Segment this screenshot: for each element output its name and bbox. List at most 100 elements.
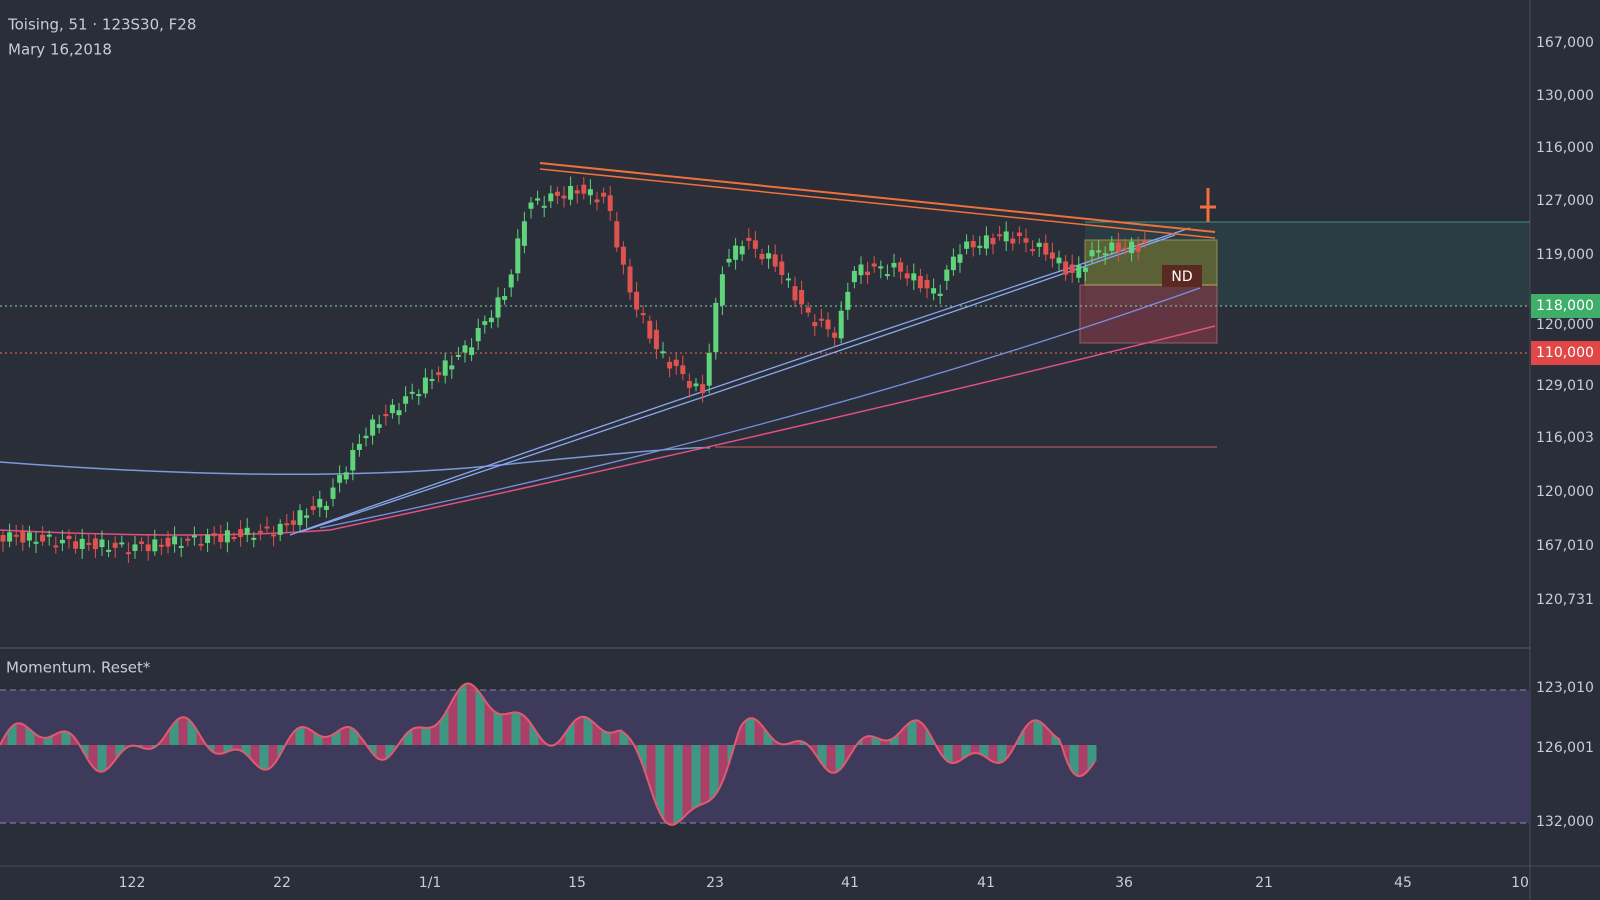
- candle-body: [79, 538, 85, 549]
- candle-body: [832, 332, 838, 338]
- price-label: 120,000: [1536, 317, 1594, 333]
- candle-body: [535, 198, 541, 201]
- time-label: 36: [1115, 875, 1133, 891]
- candle-body: [284, 523, 290, 526]
- candle-body: [911, 273, 917, 281]
- candle-body: [891, 262, 897, 268]
- candle-body: [1109, 242, 1115, 251]
- candle-body: [59, 539, 65, 544]
- price-label: 120,000: [1536, 484, 1594, 500]
- candle-body: [205, 534, 211, 543]
- candle-body: [139, 541, 145, 544]
- time-label: 21: [1255, 875, 1273, 891]
- price-label: 167,010: [1536, 538, 1594, 554]
- candle-body: [1089, 250, 1095, 257]
- candle-body: [53, 545, 59, 548]
- candle-body: [469, 347, 475, 355]
- candle-body: [713, 302, 719, 353]
- candle-body: [389, 404, 395, 414]
- candle-body: [310, 506, 316, 510]
- badge-bg: [1162, 265, 1202, 287]
- candle-body: [442, 360, 448, 376]
- indicator-axis-label: 126,001: [1536, 740, 1594, 756]
- candle-body: [1115, 242, 1121, 252]
- candle-body: [145, 544, 151, 552]
- candle-body: [990, 237, 996, 245]
- candle-body: [957, 254, 963, 263]
- candle-body: [733, 245, 739, 260]
- candle-body: [7, 532, 13, 542]
- candle-body: [165, 537, 171, 547]
- time-label: 45: [1394, 875, 1412, 891]
- candle-body: [785, 278, 791, 281]
- candle-body: [799, 290, 805, 305]
- candle-body: [198, 543, 204, 546]
- candle-body: [40, 534, 46, 542]
- price-label: 127,000: [1536, 193, 1594, 209]
- candle-body: [871, 263, 877, 267]
- candle-body: [686, 380, 692, 388]
- price-pane: ND: [0, 162, 1530, 564]
- price-label: 118,000: [1536, 298, 1594, 314]
- candle-body: [1010, 238, 1016, 244]
- candle-body: [627, 266, 633, 293]
- candle-body: [224, 530, 230, 543]
- candle-body: [898, 262, 904, 272]
- candle-body: [574, 190, 580, 194]
- candle-body: [858, 264, 864, 276]
- candle-body: [178, 545, 184, 548]
- indicator-axis-label: 123,010: [1536, 680, 1594, 696]
- candle-body: [812, 322, 818, 327]
- candle-body: [323, 505, 329, 510]
- candle-body: [845, 291, 851, 310]
- candle-body: [647, 320, 653, 339]
- candle-body: [865, 271, 871, 276]
- candle-body: [554, 191, 560, 196]
- candle-body: [409, 391, 415, 394]
- candle-body: [1122, 247, 1128, 250]
- candle-body: [983, 235, 989, 249]
- candle-body: [568, 185, 574, 200]
- candle-body: [106, 549, 112, 552]
- candle-body: [304, 515, 310, 518]
- price-badge-green: [1531, 294, 1600, 318]
- candle-body: [667, 361, 673, 369]
- candle-body: [640, 313, 646, 316]
- candle-body: [416, 394, 422, 397]
- candle-body: [700, 384, 706, 394]
- symbol: Toising, 51 · 123S30, F28: [7, 16, 196, 34]
- candle-body: [673, 359, 679, 367]
- candle-body: [218, 534, 224, 543]
- candle-body: [436, 372, 442, 376]
- candle-body: [970, 241, 976, 248]
- candle-body: [297, 510, 303, 526]
- candle-body: [92, 538, 98, 550]
- candle-body: [211, 533, 217, 537]
- candle-body: [1069, 264, 1075, 273]
- candle-body: [46, 534, 52, 537]
- candle-body: [231, 537, 237, 540]
- candle-body: [792, 286, 798, 301]
- candle-body: [20, 531, 26, 543]
- ma-blue: [0, 446, 711, 476]
- candle-body: [251, 537, 257, 540]
- price-badge-red: [1531, 341, 1600, 365]
- candle-body: [759, 253, 765, 260]
- candle-body: [653, 329, 659, 350]
- candle-body: [607, 195, 613, 211]
- candle-body: [337, 475, 343, 483]
- indicator-band: [0, 690, 1530, 823]
- indicator-pane: [0, 682, 1097, 826]
- candle-body: [937, 293, 943, 297]
- candle-body: [997, 234, 1003, 237]
- candle-body: [257, 530, 263, 533]
- candle-body: [356, 443, 362, 450]
- candle-body: [693, 383, 699, 387]
- candle-body: [502, 296, 508, 300]
- candle-body: [746, 237, 752, 241]
- candle-body: [330, 487, 336, 499]
- candle-body: [1003, 231, 1009, 242]
- candle-body: [350, 449, 356, 471]
- candle-body: [73, 541, 79, 549]
- candle-body: [521, 221, 527, 246]
